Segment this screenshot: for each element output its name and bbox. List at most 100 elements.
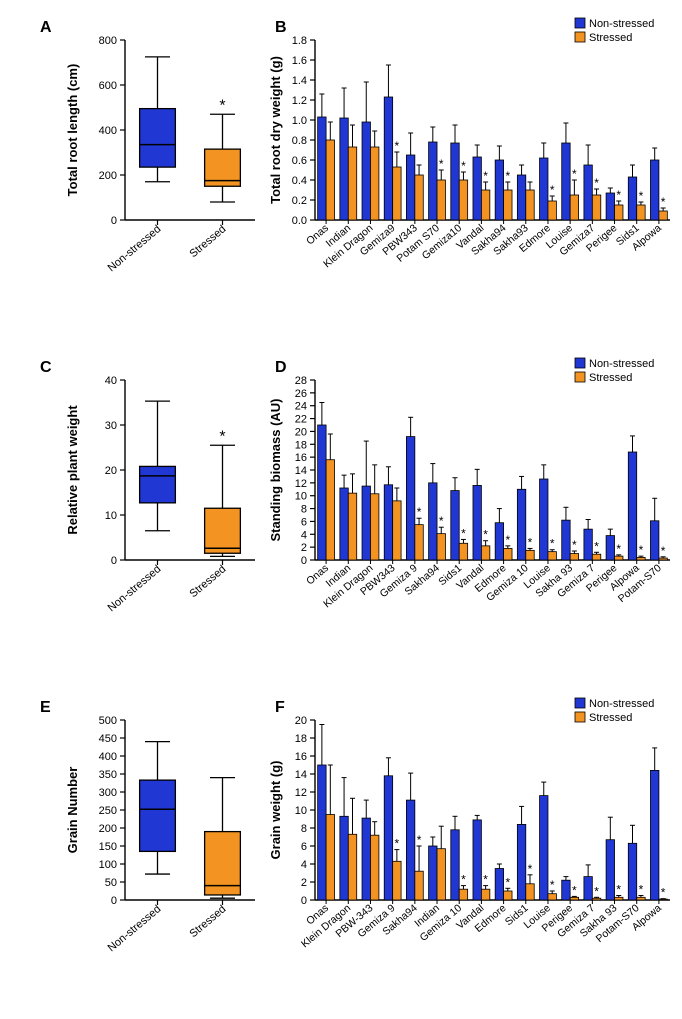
svg-text:16: 16 [295, 751, 307, 763]
svg-text:*: * [550, 183, 555, 197]
svg-text:18: 18 [295, 439, 307, 451]
svg-text:500: 500 [99, 715, 117, 727]
svg-text:18: 18 [295, 733, 307, 745]
svg-text:1.4: 1.4 [292, 75, 307, 87]
svg-text:Non-stressed: Non-stressed [589, 698, 654, 710]
panel-A: A0200400600800Total root length (cm)Non-… [40, 19, 255, 274]
svg-text:350: 350 [99, 769, 117, 781]
figure-container: A0200400600800Total root length (cm)Non-… [0, 0, 682, 1019]
svg-text:*: * [219, 428, 225, 445]
svg-text:4: 4 [301, 529, 307, 541]
svg-text:1.0: 1.0 [292, 115, 307, 127]
svg-text:*: * [417, 833, 422, 847]
svg-text:*: * [395, 139, 400, 153]
svg-text:2: 2 [301, 877, 307, 889]
svg-text:14: 14 [295, 769, 307, 781]
svg-text:*: * [461, 873, 466, 887]
svg-text:400: 400 [99, 751, 117, 763]
svg-text:0: 0 [111, 555, 117, 567]
svg-text:*: * [483, 169, 488, 183]
svg-text:*: * [505, 533, 510, 547]
svg-text:1.6: 1.6 [292, 55, 307, 67]
svg-text:*: * [439, 157, 444, 171]
xtick-E-1: Stressed [187, 903, 228, 940]
svg-text:*: * [594, 176, 599, 190]
svg-text:E: E [40, 699, 51, 716]
svg-text:*: * [528, 535, 533, 549]
ylabel-B: Total root dry weight (g) [268, 56, 283, 204]
svg-text:50: 50 [105, 877, 117, 889]
svg-text:*: * [616, 883, 621, 897]
svg-text:0.8: 0.8 [292, 135, 307, 147]
svg-text:30: 30 [105, 420, 117, 432]
legend-B: Non-stressedStressed [575, 18, 654, 44]
svg-text:A: A [40, 19, 52, 36]
svg-text:C: C [40, 359, 52, 376]
ylabel-C: Relative plant weight [65, 405, 80, 535]
svg-text:*: * [639, 883, 644, 897]
svg-text:8: 8 [301, 504, 307, 516]
svg-text:*: * [616, 188, 621, 202]
svg-text:*: * [483, 873, 488, 887]
svg-text:*: * [572, 167, 577, 181]
svg-text:26: 26 [295, 388, 307, 400]
svg-text:16: 16 [295, 452, 307, 464]
svg-text:*: * [572, 883, 577, 897]
svg-text:*: * [572, 538, 577, 552]
panel-B: B0.00.20.40.60.81.01.21.41.61.8Total roo… [268, 18, 670, 270]
svg-text:Stressed: Stressed [589, 372, 632, 384]
svg-text:1.8: 1.8 [292, 35, 307, 47]
svg-text:4: 4 [301, 859, 307, 871]
xtick-A-1: Stressed [187, 223, 228, 260]
svg-text:0.6: 0.6 [292, 155, 307, 167]
svg-text:*: * [417, 505, 422, 519]
svg-text:*: * [461, 159, 466, 173]
svg-text:400: 400 [99, 125, 117, 137]
svg-text:200: 200 [99, 823, 117, 835]
svg-text:100: 100 [99, 859, 117, 871]
ylabel-F: Grain weight (g) [268, 761, 283, 860]
panel-E: E050100150200250300350400450500Grain Num… [40, 699, 255, 954]
svg-text:*: * [219, 97, 225, 114]
svg-text:*: * [639, 543, 644, 557]
svg-text:F: F [275, 699, 285, 716]
svg-text:14: 14 [295, 465, 307, 477]
svg-text:*: * [461, 526, 466, 540]
svg-text:0: 0 [111, 215, 117, 227]
svg-text:0: 0 [111, 895, 117, 907]
svg-text:6: 6 [301, 841, 307, 853]
svg-text:1.2: 1.2 [292, 95, 307, 107]
panel-F: F02468101214161820Grain weight (g)OnasKl… [268, 698, 670, 950]
svg-text:20: 20 [295, 426, 307, 438]
xtick-C-0: Non-stressed [106, 563, 164, 614]
svg-text:*: * [594, 539, 599, 553]
xtick-E-0: Non-stressed [106, 903, 164, 954]
svg-text:*: * [616, 542, 621, 556]
svg-text:12: 12 [295, 787, 307, 799]
svg-text:*: * [550, 878, 555, 892]
xtick-A-0: Non-stressed [106, 223, 164, 274]
legend-F: Non-stressed Stressed [575, 698, 654, 724]
svg-text:*: * [505, 875, 510, 889]
svg-text:10: 10 [295, 491, 307, 503]
svg-text:20: 20 [295, 715, 307, 727]
svg-text:600: 600 [99, 80, 117, 92]
svg-text:B: B [275, 19, 287, 36]
svg-text:200: 200 [99, 170, 117, 182]
svg-text:10: 10 [105, 510, 117, 522]
svg-text:Non-stressed: Non-stressed [589, 358, 654, 370]
svg-text:*: * [483, 528, 488, 542]
svg-text:0: 0 [301, 555, 307, 567]
svg-text:10: 10 [295, 805, 307, 817]
svg-text:250: 250 [99, 805, 117, 817]
svg-text:8: 8 [301, 823, 307, 835]
svg-text:*: * [505, 169, 510, 183]
svg-text:Stressed: Stressed [589, 712, 632, 724]
ylabel-E: Grain Number [65, 767, 80, 854]
svg-text:*: * [439, 514, 444, 528]
panel-C: C010203040Relative plant weightNon-stres… [40, 359, 255, 614]
svg-text:24: 24 [295, 401, 307, 413]
svg-text:D: D [275, 359, 287, 376]
xtick-C-1: Stressed [187, 563, 228, 600]
svg-text:*: * [661, 544, 666, 558]
